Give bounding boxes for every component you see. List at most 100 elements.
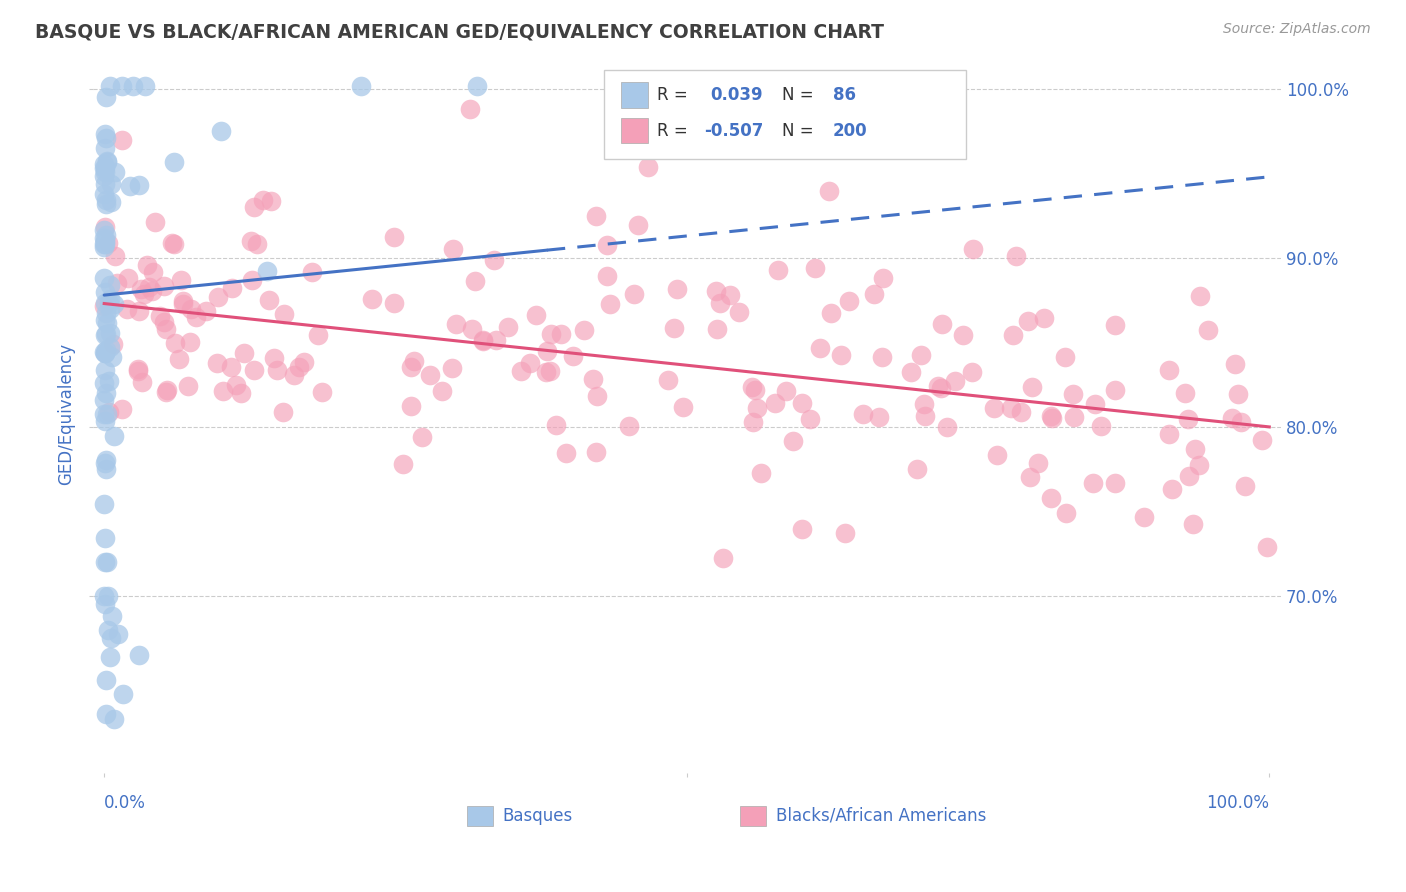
Point [301,265,323,279]
Point [273,307,295,321]
Point [441,361,464,376]
Point [93,285,115,300]
Point [1160,482,1182,496]
Point [127,362,149,376]
Point [94,141,117,155]
Point [172,294,194,309]
Point [266,363,288,377]
Bar [740,805,766,826]
Point [962,242,984,256]
Point [93,239,115,253]
Point [103,429,125,443]
Text: Basques: Basques [502,806,572,825]
Point [1250,433,1272,447]
Text: 86: 86 [832,86,856,103]
Point [94,161,117,176]
Point [149,309,172,323]
Point [97,589,120,603]
Point [804,260,827,275]
Point [205,356,228,370]
Point [834,526,856,541]
Point [155,384,177,399]
Point [111,78,134,93]
Point [910,348,932,362]
Point [94,555,117,569]
Point [94,345,117,359]
Point [711,550,734,565]
Point [104,165,127,179]
Point [472,334,495,348]
Point [263,351,285,365]
Point [100,632,122,646]
Point [163,237,186,252]
Point [596,268,619,283]
Point [219,359,242,374]
Point [931,317,953,331]
Point [292,354,315,368]
Point [1256,540,1278,554]
Point [105,276,128,290]
Point [1017,314,1039,328]
Point [135,258,157,272]
Point [184,310,207,324]
Text: BASQUE VS BLACK/AFRICAN AMERICAN GED/EQUIVALENCY CORRELATION CHART: BASQUE VS BLACK/AFRICAN AMERICAN GED/EQU… [35,22,884,41]
Point [101,609,124,624]
Point [402,354,425,368]
Point [283,368,305,383]
Point [94,235,117,249]
Point [1159,363,1181,377]
Point [706,322,728,336]
Point [96,707,118,722]
Text: 100.0%: 100.0% [1206,794,1270,812]
Point [718,287,741,301]
Text: 0.0%: 0.0% [104,794,146,812]
Point [562,349,585,363]
Bar [621,118,648,144]
Point [744,384,766,398]
Point [1063,410,1085,425]
Point [960,366,983,380]
Point [585,209,607,223]
Point [271,405,294,419]
Point [983,401,1005,415]
Point [1220,410,1243,425]
Point [96,555,118,569]
Point [231,385,253,400]
Point [307,328,329,343]
Point [1234,479,1257,493]
Point [115,301,138,316]
FancyBboxPatch shape [603,70,966,160]
Point [1187,458,1209,472]
Point [1184,442,1206,456]
Point [1229,416,1251,430]
Point [94,306,117,320]
Point [627,219,650,233]
Point [93,186,115,201]
Point [1177,469,1199,483]
Point [905,461,928,475]
Point [93,156,115,170]
Point [117,270,139,285]
Point [519,356,541,370]
Point [246,237,269,252]
Point [1010,405,1032,419]
Point [111,401,134,416]
Point [749,466,772,480]
Point [118,178,141,193]
Point [471,334,494,348]
Point [914,409,936,424]
Point [820,306,842,320]
Point [1000,401,1022,416]
Point [596,238,619,252]
Point [93,161,115,176]
Point [93,169,115,183]
Point [838,293,860,308]
Point [536,365,558,379]
Point [1054,506,1077,520]
Point [94,362,117,376]
Point [544,417,567,432]
Point [458,102,481,116]
Point [207,289,229,303]
Point [94,90,117,104]
Point [96,153,118,168]
